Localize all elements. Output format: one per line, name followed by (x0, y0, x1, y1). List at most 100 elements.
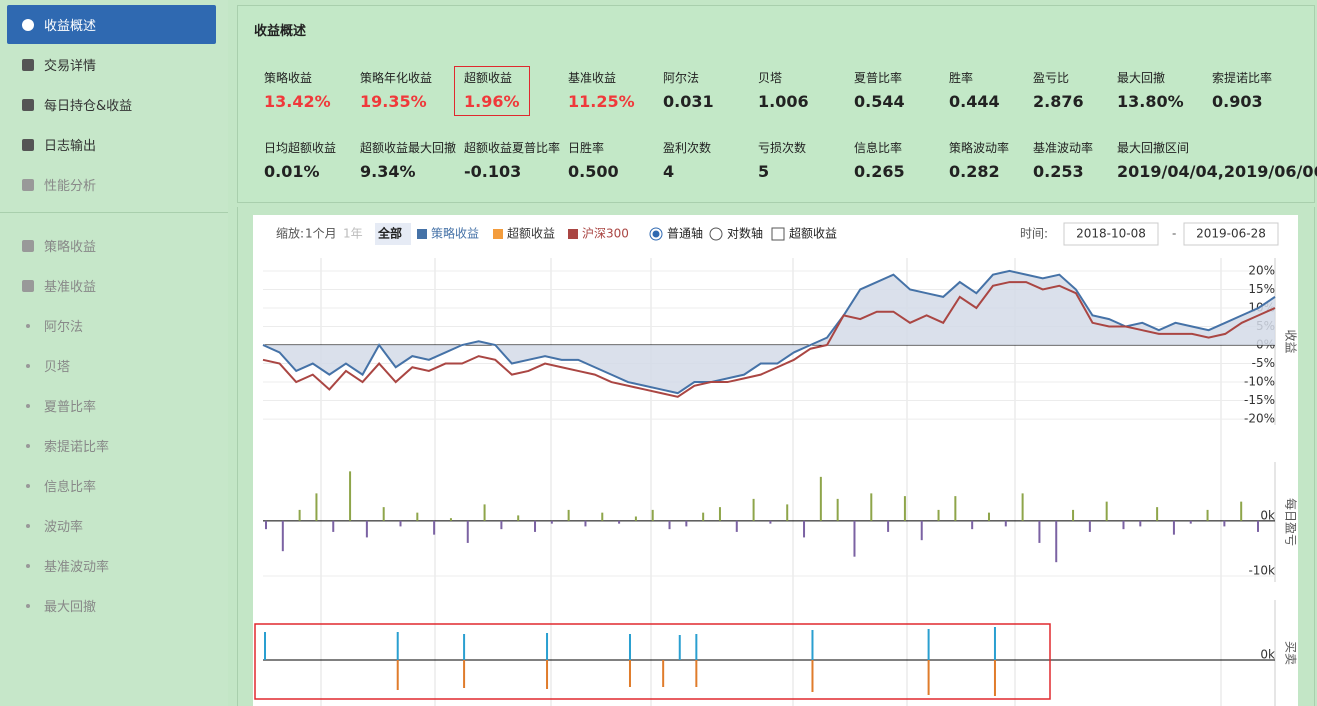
checkbox[interactable] (771, 227, 785, 241)
y-tick-label: -20% (1244, 412, 1275, 426)
bar (1172, 520, 1175, 535)
nav-icon (26, 483, 30, 488)
legend-swatch (417, 229, 427, 239)
metric-value: -0.103 (464, 162, 522, 181)
bar (870, 493, 873, 521)
metric-label: 亏损次数 (758, 141, 807, 155)
nav-item[interactable]: 阿尔法 (7, 306, 216, 345)
bar (382, 507, 385, 521)
bar (819, 476, 822, 521)
nav-item[interactable]: 基准波动率 (7, 546, 216, 585)
bar (769, 520, 772, 524)
summary-panel: 收益概述 策略收益 13.42% 策略年化收益 19.35% 超额收益 1.96% 基准收益 1… (237, 5, 1317, 203)
legend-label[interactable]: 策略收益 (431, 226, 479, 241)
nav-item[interactable]: 交易详情 (7, 45, 216, 84)
bar (1021, 493, 1024, 521)
nav-icon (26, 323, 30, 328)
bar (1004, 520, 1007, 527)
bar (517, 515, 520, 521)
legend-label[interactable]: 沪深300 (582, 227, 629, 241)
axis-option[interactable]: 普通轴 (667, 226, 703, 241)
bar (433, 520, 436, 535)
nav-item[interactable]: 索提诺比率 (7, 426, 216, 465)
nav-item[interactable]: 每日持仓&收益 (7, 85, 216, 124)
bar (634, 516, 637, 521)
summary-title: 收益概述 (254, 24, 307, 39)
nav-item[interactable]: 信息比率 (7, 466, 216, 505)
bar (920, 520, 923, 541)
metric-value: 9.34% (360, 162, 416, 181)
metric-label: 最大回撤区间 (1117, 141, 1190, 155)
metric-label: 盈利次数 (663, 141, 712, 155)
nav-item[interactable]: 夏普比率 (7, 386, 216, 425)
nav-icon (22, 138, 34, 151)
metric-label: 策略年化收益 (360, 71, 433, 85)
bar (668, 520, 671, 530)
nav-label: 收益概述 (44, 19, 97, 34)
bar (332, 520, 335, 532)
nav-item[interactable]: 性能分析 (7, 165, 216, 204)
highlight-box (454, 66, 530, 116)
bar (567, 509, 570, 521)
sell-bar (396, 660, 399, 690)
radio-dot (652, 230, 660, 238)
metric-label: 超额收益 (464, 71, 513, 85)
highlight-box (254, 623, 1051, 700)
metric-value: 2.876 (1033, 92, 1084, 111)
nav-item[interactable]: 基准收益 (7, 266, 216, 305)
metric-value: 13.80% (1117, 92, 1184, 111)
metric-value: 0.500 (568, 162, 619, 181)
zoom-label: 缩放: (276, 226, 304, 241)
nav-item[interactable]: 策略收益 (7, 226, 216, 265)
legend-label[interactable]: 超额收益 (507, 226, 555, 241)
bar (550, 520, 553, 524)
axis-title: 买卖 (1284, 641, 1298, 665)
bar (449, 518, 452, 521)
nav-item[interactable]: 贝塔 (7, 346, 216, 385)
sidebar: 收益概述交易详情每日持仓&收益 日志输出 性能分析策略收益基准收益阿尔法 贝塔 夏普比率… (0, 0, 228, 706)
nav-label: 索提诺比率 (44, 440, 110, 455)
legend-swatch (493, 229, 503, 239)
nav-item[interactable]: 波动率 (7, 506, 216, 545)
zoom-button[interactable]: 全部 (377, 226, 402, 241)
y-tick-label: 15% (1248, 282, 1275, 296)
date-input[interactable] (1063, 222, 1159, 246)
bar (500, 520, 503, 530)
nav-label: 交易详情 (44, 59, 97, 74)
bar (1105, 501, 1108, 521)
nav-label: 基准收益 (44, 280, 97, 295)
bar (1072, 509, 1075, 521)
y-tick-label: -10% (1244, 375, 1275, 389)
metric-label: 信息比率 (854, 141, 903, 155)
metric-label: 胜率 (949, 71, 974, 85)
series-line (262, 281, 1276, 398)
nav-label: 策略收益 (44, 240, 97, 255)
metric-value: 1.006 (758, 92, 809, 111)
metric-label: 策略波动率 (949, 141, 1010, 155)
nav-item[interactable]: 日志输出 (7, 125, 216, 164)
metric-value: 0.031 (663, 92, 714, 111)
zoom-button[interactable]: 1年 (343, 227, 363, 241)
buy-bar (811, 630, 814, 660)
date-input[interactable] (1183, 222, 1279, 246)
metric-label: 日均超额收益 (264, 141, 337, 155)
nav-icon (26, 443, 30, 448)
nav-label: 最大回撤 (44, 600, 97, 615)
chart-panel (237, 207, 1315, 706)
metric-value: 19.35% (360, 92, 427, 111)
metric-value: 2019/04/04,2019/06/06 (1117, 162, 1317, 181)
metric-label: 最大回撤 (1117, 71, 1166, 85)
date-value: 2019-06-28 (1196, 227, 1266, 241)
metric-label: 超额收益夏普比率 (464, 141, 561, 155)
metric-label: 索提诺比率 (1212, 71, 1273, 85)
nav-item[interactable]: 最大回撤 (7, 586, 216, 625)
axis-option[interactable]: 对数轴 (727, 226, 763, 241)
radio[interactable] (709, 227, 723, 241)
date-value: 2018-10-08 (1076, 227, 1146, 241)
metric-value: 0.282 (949, 162, 1000, 181)
zoom-button[interactable]: 1个月 (305, 227, 337, 241)
nav-icon (22, 98, 34, 111)
nav-icon (26, 523, 30, 528)
nav-item[interactable]: 收益概述 (7, 5, 216, 44)
bar (1240, 501, 1243, 521)
